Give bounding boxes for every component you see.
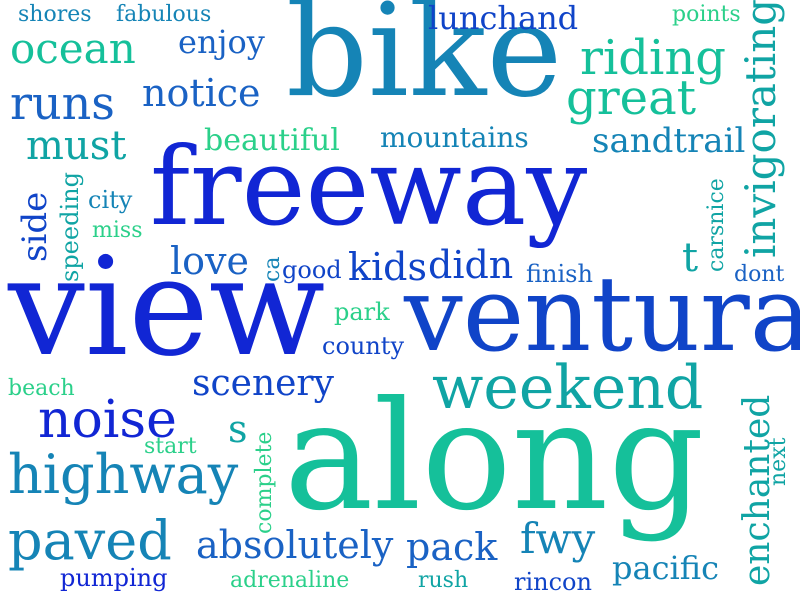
word-sandtrail: sandtrail bbox=[592, 121, 746, 161]
word-great: great bbox=[566, 70, 696, 126]
word-s: s bbox=[228, 407, 248, 451]
word-pack: pack bbox=[406, 525, 498, 569]
word-complete: complete bbox=[252, 431, 277, 534]
word-absolutely: absolutely bbox=[196, 523, 394, 567]
word-runs: runs bbox=[10, 76, 115, 130]
word-scenery: scenery bbox=[192, 363, 334, 404]
word-along: along bbox=[284, 370, 705, 544]
word-t: t bbox=[682, 235, 699, 281]
word-pumping: pumping bbox=[60, 564, 168, 592]
word-highway: highway bbox=[8, 443, 239, 506]
word-enchanted: enchanted bbox=[737, 394, 778, 586]
word-enjoy: enjoy bbox=[178, 23, 265, 61]
word-next: next bbox=[766, 437, 791, 486]
word-riding: riding bbox=[580, 30, 727, 86]
word-fwy: fwy bbox=[520, 514, 596, 563]
word-noise: noise bbox=[38, 390, 177, 450]
word-points: points bbox=[672, 2, 741, 27]
word-ventura: ventura bbox=[404, 253, 800, 375]
word-finish: finish bbox=[526, 260, 593, 288]
word-fabulous: fabulous bbox=[116, 2, 212, 27]
word-county: county bbox=[322, 332, 405, 360]
word-lunchand: lunchand bbox=[428, 0, 579, 37]
word-beach: beach bbox=[8, 376, 75, 401]
word-dont: dont bbox=[734, 262, 785, 287]
word-invigorating: invigorating bbox=[736, 0, 785, 258]
word-kids: kids bbox=[348, 245, 428, 289]
word-adrenaline: adrenaline bbox=[230, 568, 350, 593]
word-rincon: rincon bbox=[514, 568, 592, 596]
word-bike: bike bbox=[286, 0, 563, 126]
word-weekend: weekend bbox=[432, 353, 704, 423]
word-love: love bbox=[170, 239, 249, 283]
word-paved: paved bbox=[8, 509, 172, 572]
word-park: park bbox=[334, 298, 390, 326]
word-pacific: pacific bbox=[612, 549, 719, 587]
word-start: start bbox=[144, 434, 197, 459]
word-didn: didn bbox=[428, 243, 514, 287]
word-good: good bbox=[282, 256, 342, 284]
word-rush: rush bbox=[418, 568, 469, 593]
word-miss: miss bbox=[92, 218, 143, 243]
word-beautiful: beautiful bbox=[204, 123, 340, 158]
word-must: must bbox=[26, 123, 127, 169]
word-city: city bbox=[88, 186, 133, 214]
word-notice: notice bbox=[142, 71, 261, 115]
word-view: view bbox=[8, 229, 326, 387]
word-mountains: mountains bbox=[380, 121, 529, 154]
word-shores: shores bbox=[18, 2, 92, 27]
word-ocean: ocean bbox=[10, 24, 136, 73]
word-freeway: freeway bbox=[150, 125, 588, 250]
